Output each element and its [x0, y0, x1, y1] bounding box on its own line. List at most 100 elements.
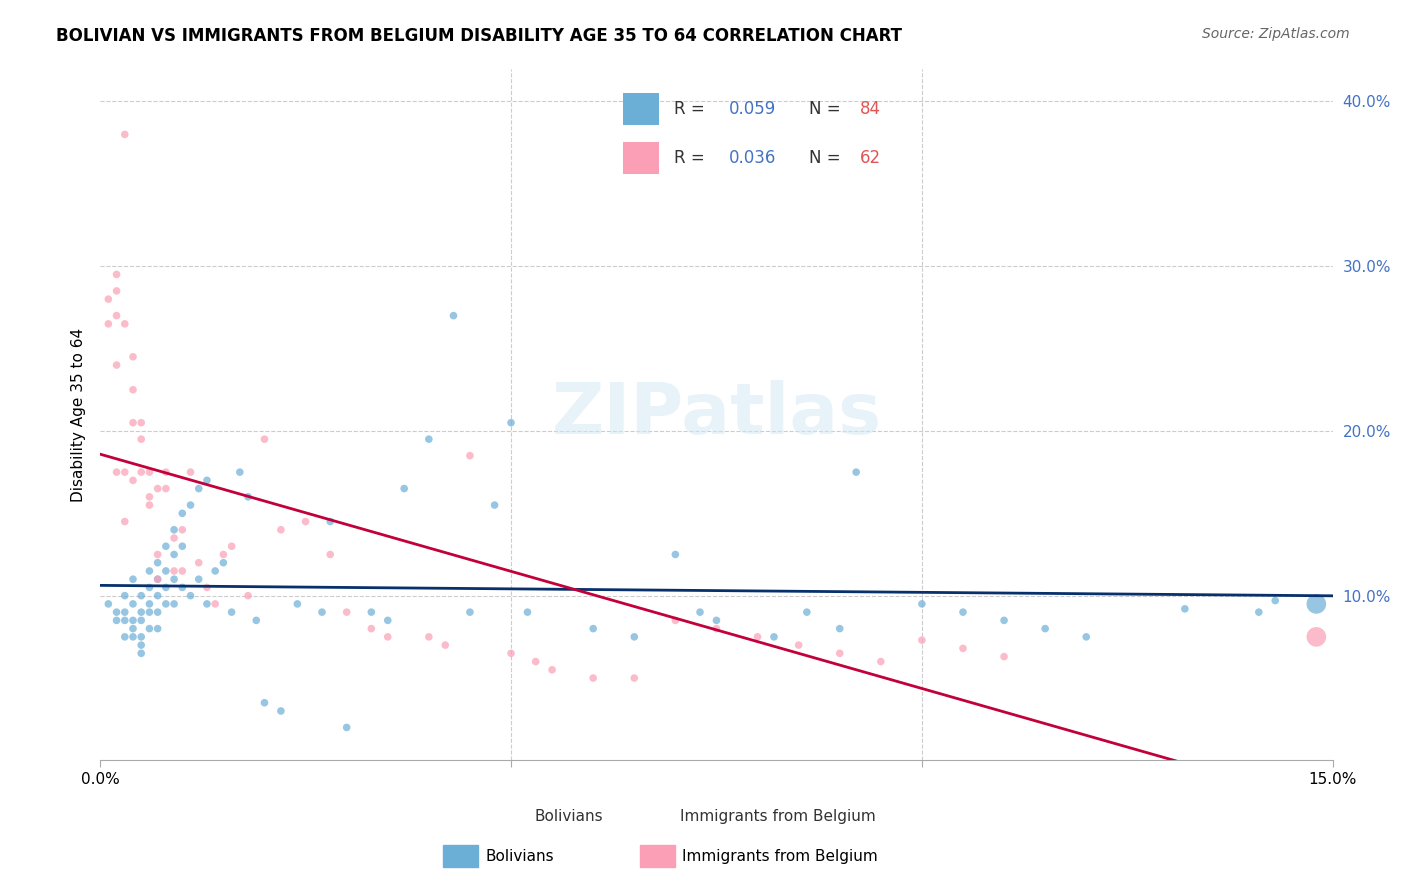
- Point: [138, 564, 160, 578]
- Point: [319, 548, 342, 562]
- Point: [114, 317, 136, 331]
- Point: [122, 622, 145, 636]
- Point: [122, 572, 145, 586]
- Point: [146, 622, 169, 636]
- Point: [146, 572, 169, 586]
- Point: [163, 531, 186, 545]
- Point: [114, 630, 136, 644]
- Point: [155, 539, 177, 553]
- Point: [1247, 605, 1270, 619]
- Point: [180, 589, 202, 603]
- Point: [180, 465, 202, 479]
- Text: BOLIVIAN VS IMMIGRANTS FROM BELGIUM DISABILITY AGE 35 TO 64 CORRELATION CHART: BOLIVIAN VS IMMIGRANTS FROM BELGIUM DISA…: [56, 27, 903, 45]
- Text: 84: 84: [860, 100, 882, 118]
- Text: ZIPatlas: ZIPatlas: [551, 380, 882, 449]
- Point: [172, 523, 194, 537]
- Point: [138, 498, 160, 512]
- Point: [952, 605, 974, 619]
- Point: [524, 655, 547, 669]
- Point: [122, 350, 145, 364]
- Point: [146, 572, 169, 586]
- Point: [129, 646, 152, 660]
- Point: [187, 572, 209, 586]
- Text: Immigrants from Belgium: Immigrants from Belgium: [681, 809, 876, 824]
- Point: [664, 613, 686, 627]
- Point: [122, 383, 145, 397]
- Point: [129, 589, 152, 603]
- Point: [180, 498, 202, 512]
- Point: [146, 548, 169, 562]
- Point: [172, 539, 194, 553]
- Point: [336, 721, 359, 735]
- Point: [484, 498, 506, 512]
- Point: [392, 482, 415, 496]
- Point: [582, 671, 605, 685]
- Point: [155, 581, 177, 595]
- Point: [129, 613, 152, 627]
- Point: [993, 613, 1015, 627]
- Point: [204, 597, 226, 611]
- Point: [172, 564, 194, 578]
- Point: [253, 432, 276, 446]
- Point: [516, 605, 538, 619]
- Point: [418, 630, 440, 644]
- Text: N =: N =: [808, 150, 846, 168]
- Point: [828, 646, 851, 660]
- Point: [221, 539, 243, 553]
- Point: [623, 630, 645, 644]
- Point: [1305, 630, 1327, 644]
- Point: [499, 416, 522, 430]
- Point: [294, 515, 316, 529]
- Point: [138, 597, 160, 611]
- Point: [163, 548, 186, 562]
- Point: [689, 605, 711, 619]
- Point: [236, 589, 259, 603]
- Point: [664, 548, 686, 562]
- Point: [105, 358, 128, 372]
- Point: [138, 465, 160, 479]
- Point: [122, 474, 145, 488]
- Point: [221, 605, 243, 619]
- Text: 0.036: 0.036: [728, 150, 776, 168]
- Point: [541, 663, 564, 677]
- Point: [336, 605, 359, 619]
- Point: [1076, 630, 1098, 644]
- Point: [114, 589, 136, 603]
- Text: Source: ZipAtlas.com: Source: ZipAtlas.com: [1202, 27, 1350, 41]
- Point: [138, 622, 160, 636]
- Point: [146, 482, 169, 496]
- Point: [762, 630, 785, 644]
- Text: R =: R =: [673, 150, 710, 168]
- Point: [122, 597, 145, 611]
- Point: [911, 633, 934, 648]
- Point: [129, 605, 152, 619]
- Point: [377, 613, 399, 627]
- Point: [97, 317, 120, 331]
- Point: [195, 581, 218, 595]
- Point: [172, 581, 194, 595]
- Point: [172, 506, 194, 520]
- Point: [869, 655, 891, 669]
- Point: [146, 556, 169, 570]
- Point: [163, 523, 186, 537]
- Point: [129, 465, 152, 479]
- Text: Bolivians: Bolivians: [534, 809, 603, 824]
- Point: [163, 597, 186, 611]
- Point: [114, 128, 136, 142]
- Point: [706, 613, 728, 627]
- Text: N =: N =: [808, 100, 846, 118]
- Y-axis label: Disability Age 35 to 64: Disability Age 35 to 64: [72, 327, 86, 501]
- Point: [129, 630, 152, 644]
- Point: [1174, 602, 1197, 616]
- Point: [229, 465, 252, 479]
- Point: [458, 605, 481, 619]
- Point: [155, 482, 177, 496]
- Point: [582, 622, 605, 636]
- Point: [360, 622, 382, 636]
- Point: [1033, 622, 1056, 636]
- Point: [129, 638, 152, 652]
- Point: [146, 605, 169, 619]
- Point: [952, 641, 974, 656]
- Point: [458, 449, 481, 463]
- Point: [204, 564, 226, 578]
